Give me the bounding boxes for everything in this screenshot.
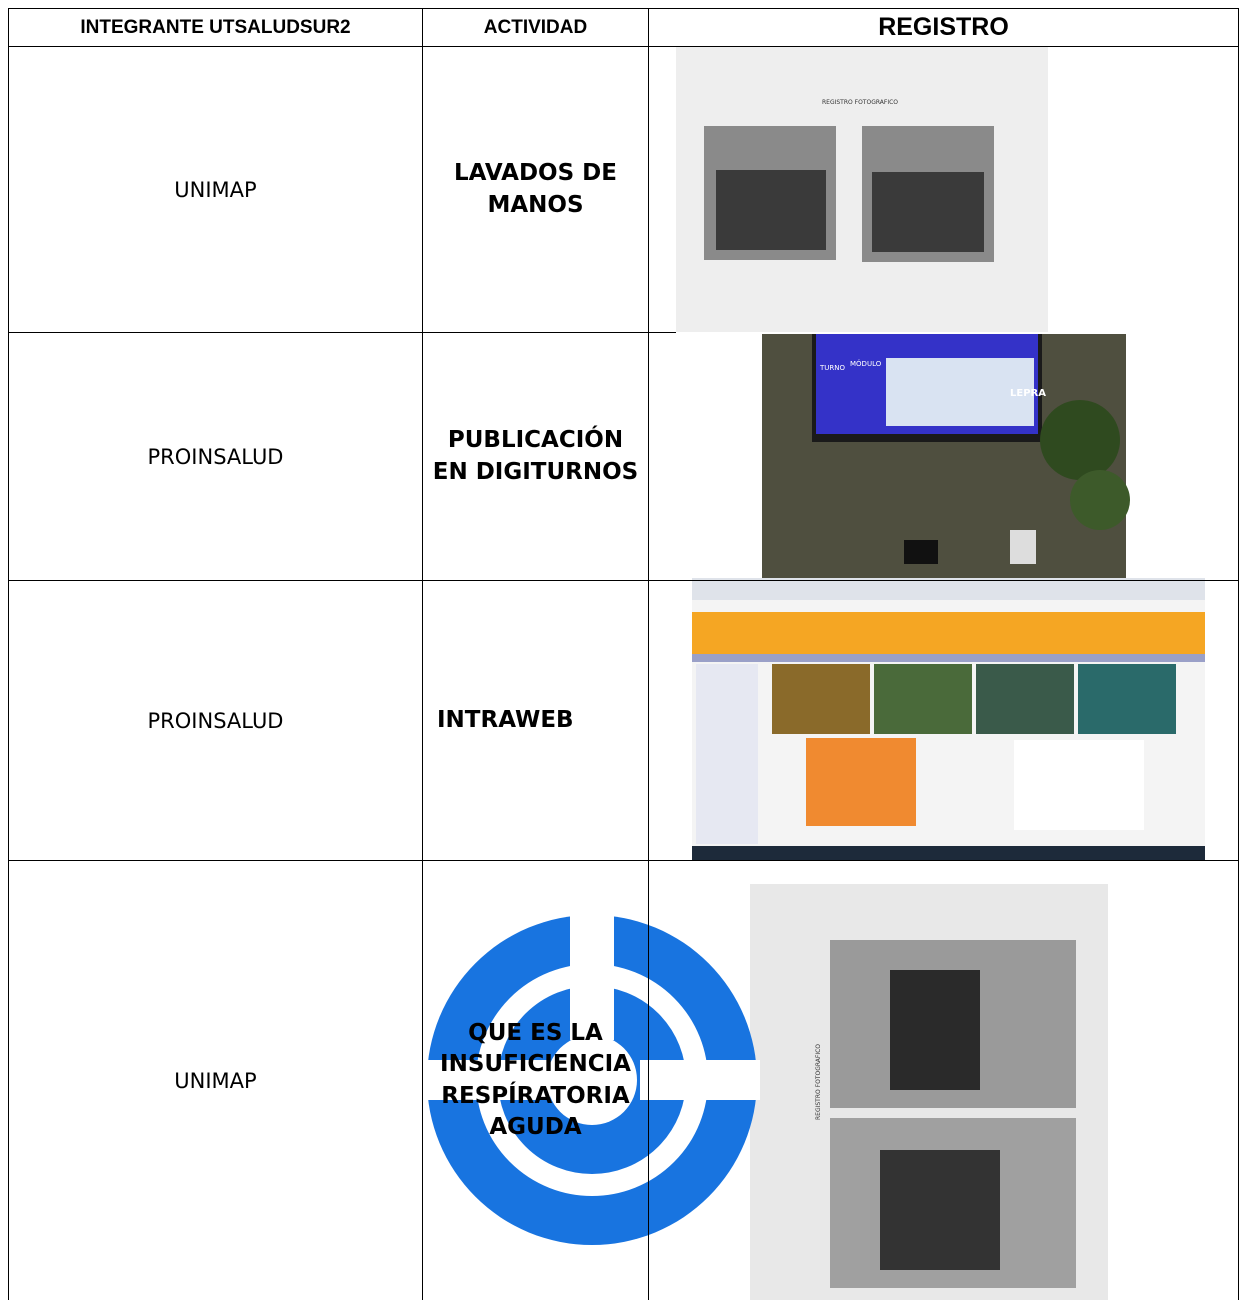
photo-text: MÓDULO [850,359,882,368]
photo-2: LEPRA TURNO MÓDULO [762,334,1130,580]
activity-cell: INTRAWEB [437,706,574,733]
row-line [8,332,676,333]
table-border [1238,8,1239,1300]
member-cell: PROINSALUD [147,708,284,733]
header-cell: REGISTRO [878,13,1009,41]
photo-text: REGISTRO FOTOGRAFICO [815,1044,822,1120]
photo-text: REGISTRO FOTOGRAFICO [822,99,898,106]
header-cell: INTEGRANTE UTSALUDSUR2 [80,16,351,38]
table-border [8,8,1239,9]
photo-3 [692,578,1205,860]
row-line [8,860,1239,861]
member-cell: PROINSALUD [147,444,284,469]
col-line [648,8,649,1300]
photo-4: REGISTRO FOTOGRAFICO [750,884,1108,1300]
photo-text: TURNO [819,364,845,372]
table-border [8,8,9,1300]
row-line [8,580,1239,581]
row-line [8,46,1239,47]
member-cell: UNIMAP [174,1068,257,1093]
photo-1: REGISTRO FOTOGRAFICO [676,46,1048,332]
activity-cell: LAVADOS DE MANOS [454,160,617,218]
header-cell: ACTIVIDAD [483,16,588,38]
member-cell: UNIMAP [174,177,257,202]
col-line [422,8,423,1300]
watermark-logo [420,910,760,1245]
activity-cell: QUE ES LA INSUFICIENCIA RESPÍRATORIA AGU… [440,1020,631,1140]
photo-text: LEPRA [1010,388,1046,399]
activity-cell: PUBLICACIÓN EN DIGITURNOS [432,427,639,485]
